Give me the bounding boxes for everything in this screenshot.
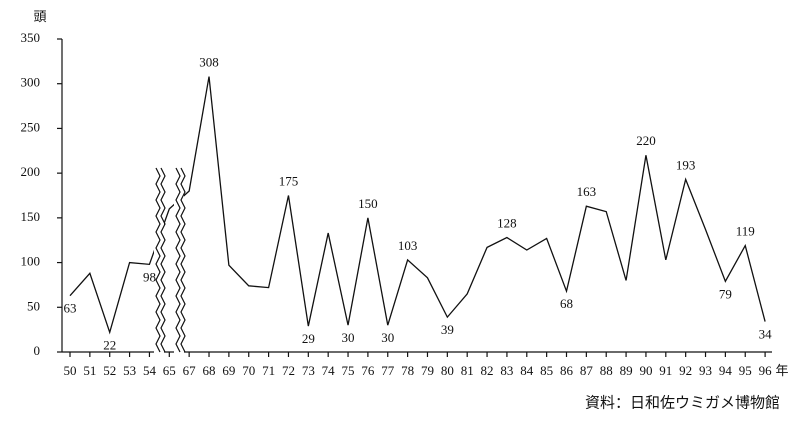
x-tick-label: 75: [342, 363, 355, 378]
x-tick-label: 91: [659, 363, 672, 378]
data-label: 22: [103, 337, 116, 352]
x-tick-label: 71: [262, 363, 275, 378]
x-tick-label: 54: [143, 363, 157, 378]
data-line: [69, 76, 766, 335]
x-tick-label: 83: [500, 363, 513, 378]
y-tick-label: 250: [21, 119, 41, 134]
x-tick-label: 68: [203, 363, 216, 378]
x-tick-label: 87: [580, 363, 594, 378]
y-tick-label: 150: [21, 209, 41, 224]
data-label: 34: [759, 327, 773, 342]
x-tick-label: 88: [600, 363, 613, 378]
x-tick-label: 77: [381, 363, 395, 378]
y-tick-label: 100: [21, 254, 41, 269]
x-tick-label: 95: [739, 363, 752, 378]
data-label: 119: [736, 224, 755, 239]
data-label: 79: [719, 286, 732, 301]
data-label: 308: [199, 55, 219, 70]
x-tick-label: 79: [421, 363, 434, 378]
y-tick-label: 350: [21, 30, 41, 45]
data-label: 103: [398, 238, 418, 253]
data-label: 193: [676, 157, 696, 172]
x-tick-label: 50: [64, 363, 77, 378]
x-tick-label: 81: [461, 363, 474, 378]
x-tick-label: 76: [361, 363, 375, 378]
x-tick-label: 73: [302, 363, 315, 378]
source-note: 資料：日和佐ウミガメ博物館: [585, 394, 780, 411]
x-tick-label: 84: [520, 363, 534, 378]
x-tick-label: 65: [163, 363, 176, 378]
y-tick-label: 300: [21, 75, 41, 90]
data-label: 98: [143, 269, 156, 284]
data-label: 68: [560, 296, 573, 311]
x-tick-label: 74: [322, 363, 336, 378]
x-tick-label: 90: [639, 363, 652, 378]
x-tick-label: 93: [699, 363, 712, 378]
data-label: 220: [636, 133, 656, 148]
y-tick-label: 200: [21, 164, 41, 179]
data-label: 29: [302, 331, 315, 346]
x-tick-label: 86: [560, 363, 574, 378]
x-tick-label: 89: [620, 363, 633, 378]
data-label: 39: [441, 322, 454, 337]
x-tick-label: 72: [282, 363, 295, 378]
x-tick-label: 96: [759, 363, 773, 378]
data-label: 63: [64, 301, 77, 316]
x-tick-label: 52: [103, 363, 116, 378]
y-tick-label: 0: [34, 343, 41, 358]
axis-break: [154, 167, 186, 356]
y-tick-label: 50: [27, 298, 40, 313]
data-label: 128: [497, 216, 517, 231]
x-tick-label: 92: [679, 363, 692, 378]
x-tick-label: 82: [481, 363, 494, 378]
x-tick-label: 69: [222, 363, 235, 378]
x-tick-label: 51: [83, 363, 96, 378]
data-label: 175: [279, 173, 299, 188]
x-tick-label: 53: [123, 363, 136, 378]
data-label: 150: [358, 196, 378, 211]
x-tick-label: 80: [441, 363, 454, 378]
data-label: 30: [342, 330, 355, 345]
data-label: 30: [381, 330, 394, 345]
x-tick-label: 94: [719, 363, 733, 378]
x-tick-label: 70: [242, 363, 255, 378]
y-unit: 頭: [33, 9, 46, 24]
x-tick-label: 67: [183, 363, 197, 378]
x-tick-label: 78: [401, 363, 414, 378]
data-label: 163: [577, 184, 597, 199]
x-unit: 年: [775, 363, 788, 378]
x-tick-label: 85: [540, 363, 553, 378]
